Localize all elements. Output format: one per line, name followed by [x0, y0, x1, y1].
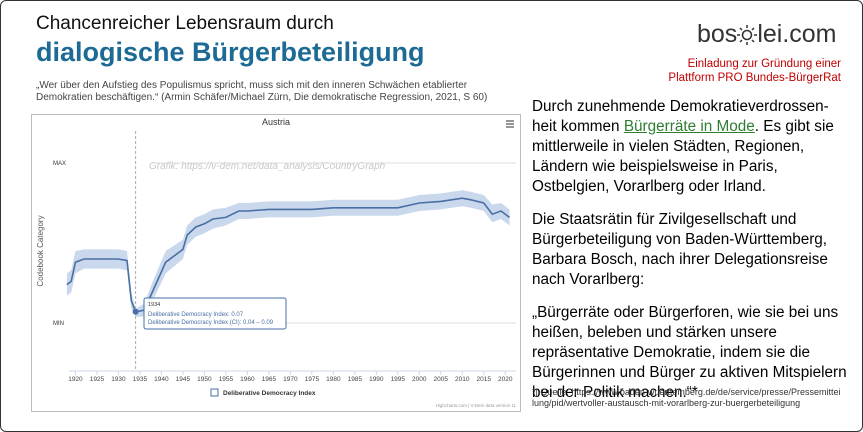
x-tick-label: 1935 [133, 376, 148, 383]
x-tick-label: 1955 [219, 376, 234, 383]
x-tick-label: 2000 [412, 376, 427, 383]
x-tick-label: 2015 [477, 376, 492, 383]
x-tick-label: 1965 [262, 376, 277, 383]
tooltip-box [143, 297, 287, 330]
tooltip-line: Deliberative Democracy Index: 0.07 [148, 312, 244, 318]
body-text: Durch zunehmende Demokratieverdrossen-he… [532, 97, 852, 416]
invitation: Einladung zur Gründung einer Plattform P… [641, 57, 841, 85]
data-line [66, 197, 511, 313]
invitation-line: Plattform PRO Bundes-BürgerRat [668, 72, 841, 84]
quote: „Wer über den Aufstieg des Populismus sp… [36, 80, 488, 103]
x-tick-label: 1980 [326, 376, 341, 383]
paragraph: Durch zunehmende Demokratieverdrossen-he… [532, 97, 852, 197]
logo-sun [737, 24, 758, 45]
x-tick-label: 1950 [197, 376, 212, 383]
x-tick-label: 1960 [240, 376, 255, 383]
x-tick-label: 1990 [369, 376, 384, 383]
title-line2: dialogische Bürgerbeteiligung [36, 37, 425, 67]
x-tick-label: 1945 [176, 376, 191, 383]
tooltip-line: Deliberative Democracy Index (CI): 0.04 … [148, 320, 274, 326]
y-axis-label: Codebook Category [36, 215, 45, 286]
invitation-line: Einladung zur Gründung einer [687, 58, 841, 70]
x-tick-label: 2010 [455, 376, 470, 383]
chart-title: Austria [262, 117, 290, 127]
paragraph: „Bürgerräte oder Bürgerforen, wie sie be… [532, 304, 847, 401]
watermark: Grafik: https://v-dem.net/data_analysis/… [149, 161, 386, 172]
highlight-point [132, 308, 139, 315]
x-tick-label: 1970 [283, 376, 298, 383]
logo: bos lei.com [697, 20, 837, 49]
text: heit kommen [532, 118, 624, 135]
y-tick-label: MIN [53, 321, 64, 327]
x-tick-label: 1925 [90, 376, 105, 383]
logo-left: bos [697, 20, 738, 48]
chart: Austria Codebook Category Grafik: https:… [31, 114, 521, 412]
x-tick-label: 1920 [68, 376, 83, 383]
menu-icon[interactable] [506, 120, 514, 128]
logo-right: lei.com [757, 20, 837, 48]
y-tick-label: MAX [53, 161, 66, 167]
legend-label: Deliberative Democracy Index [223, 390, 316, 397]
x-tick-label: 2005 [434, 376, 449, 383]
x-tick-label: 1985 [348, 376, 363, 383]
footnote: *| Quelle: https://www.baden-wuerttember… [532, 387, 841, 408]
confidence-band [66, 190, 510, 317]
x-tick-label: 2020 [498, 376, 513, 383]
x-tick-label: 1995 [391, 376, 406, 383]
title-line1: Chancenreicher Lebensraum durch [36, 13, 334, 34]
x-tick-label: 1975 [305, 376, 320, 383]
legend-symbol [210, 388, 219, 397]
text: Durch zunehmende Demokratieverdrossen- [532, 98, 829, 115]
x-tick-label: 1930 [111, 376, 126, 383]
tooltip-year: 1934 [148, 302, 160, 308]
link[interactable]: Bürgerräte in Mode [623, 118, 755, 135]
text: . Es gibt sie mittlerweile in vielen Stä… [532, 118, 834, 195]
x-tick-label: 1940 [154, 376, 169, 383]
paragraph: Die Staatsrätin für Zivilgesellschaft un… [532, 211, 828, 288]
credits: Highcharts.com | V-Dem data version 11 [436, 403, 517, 408]
